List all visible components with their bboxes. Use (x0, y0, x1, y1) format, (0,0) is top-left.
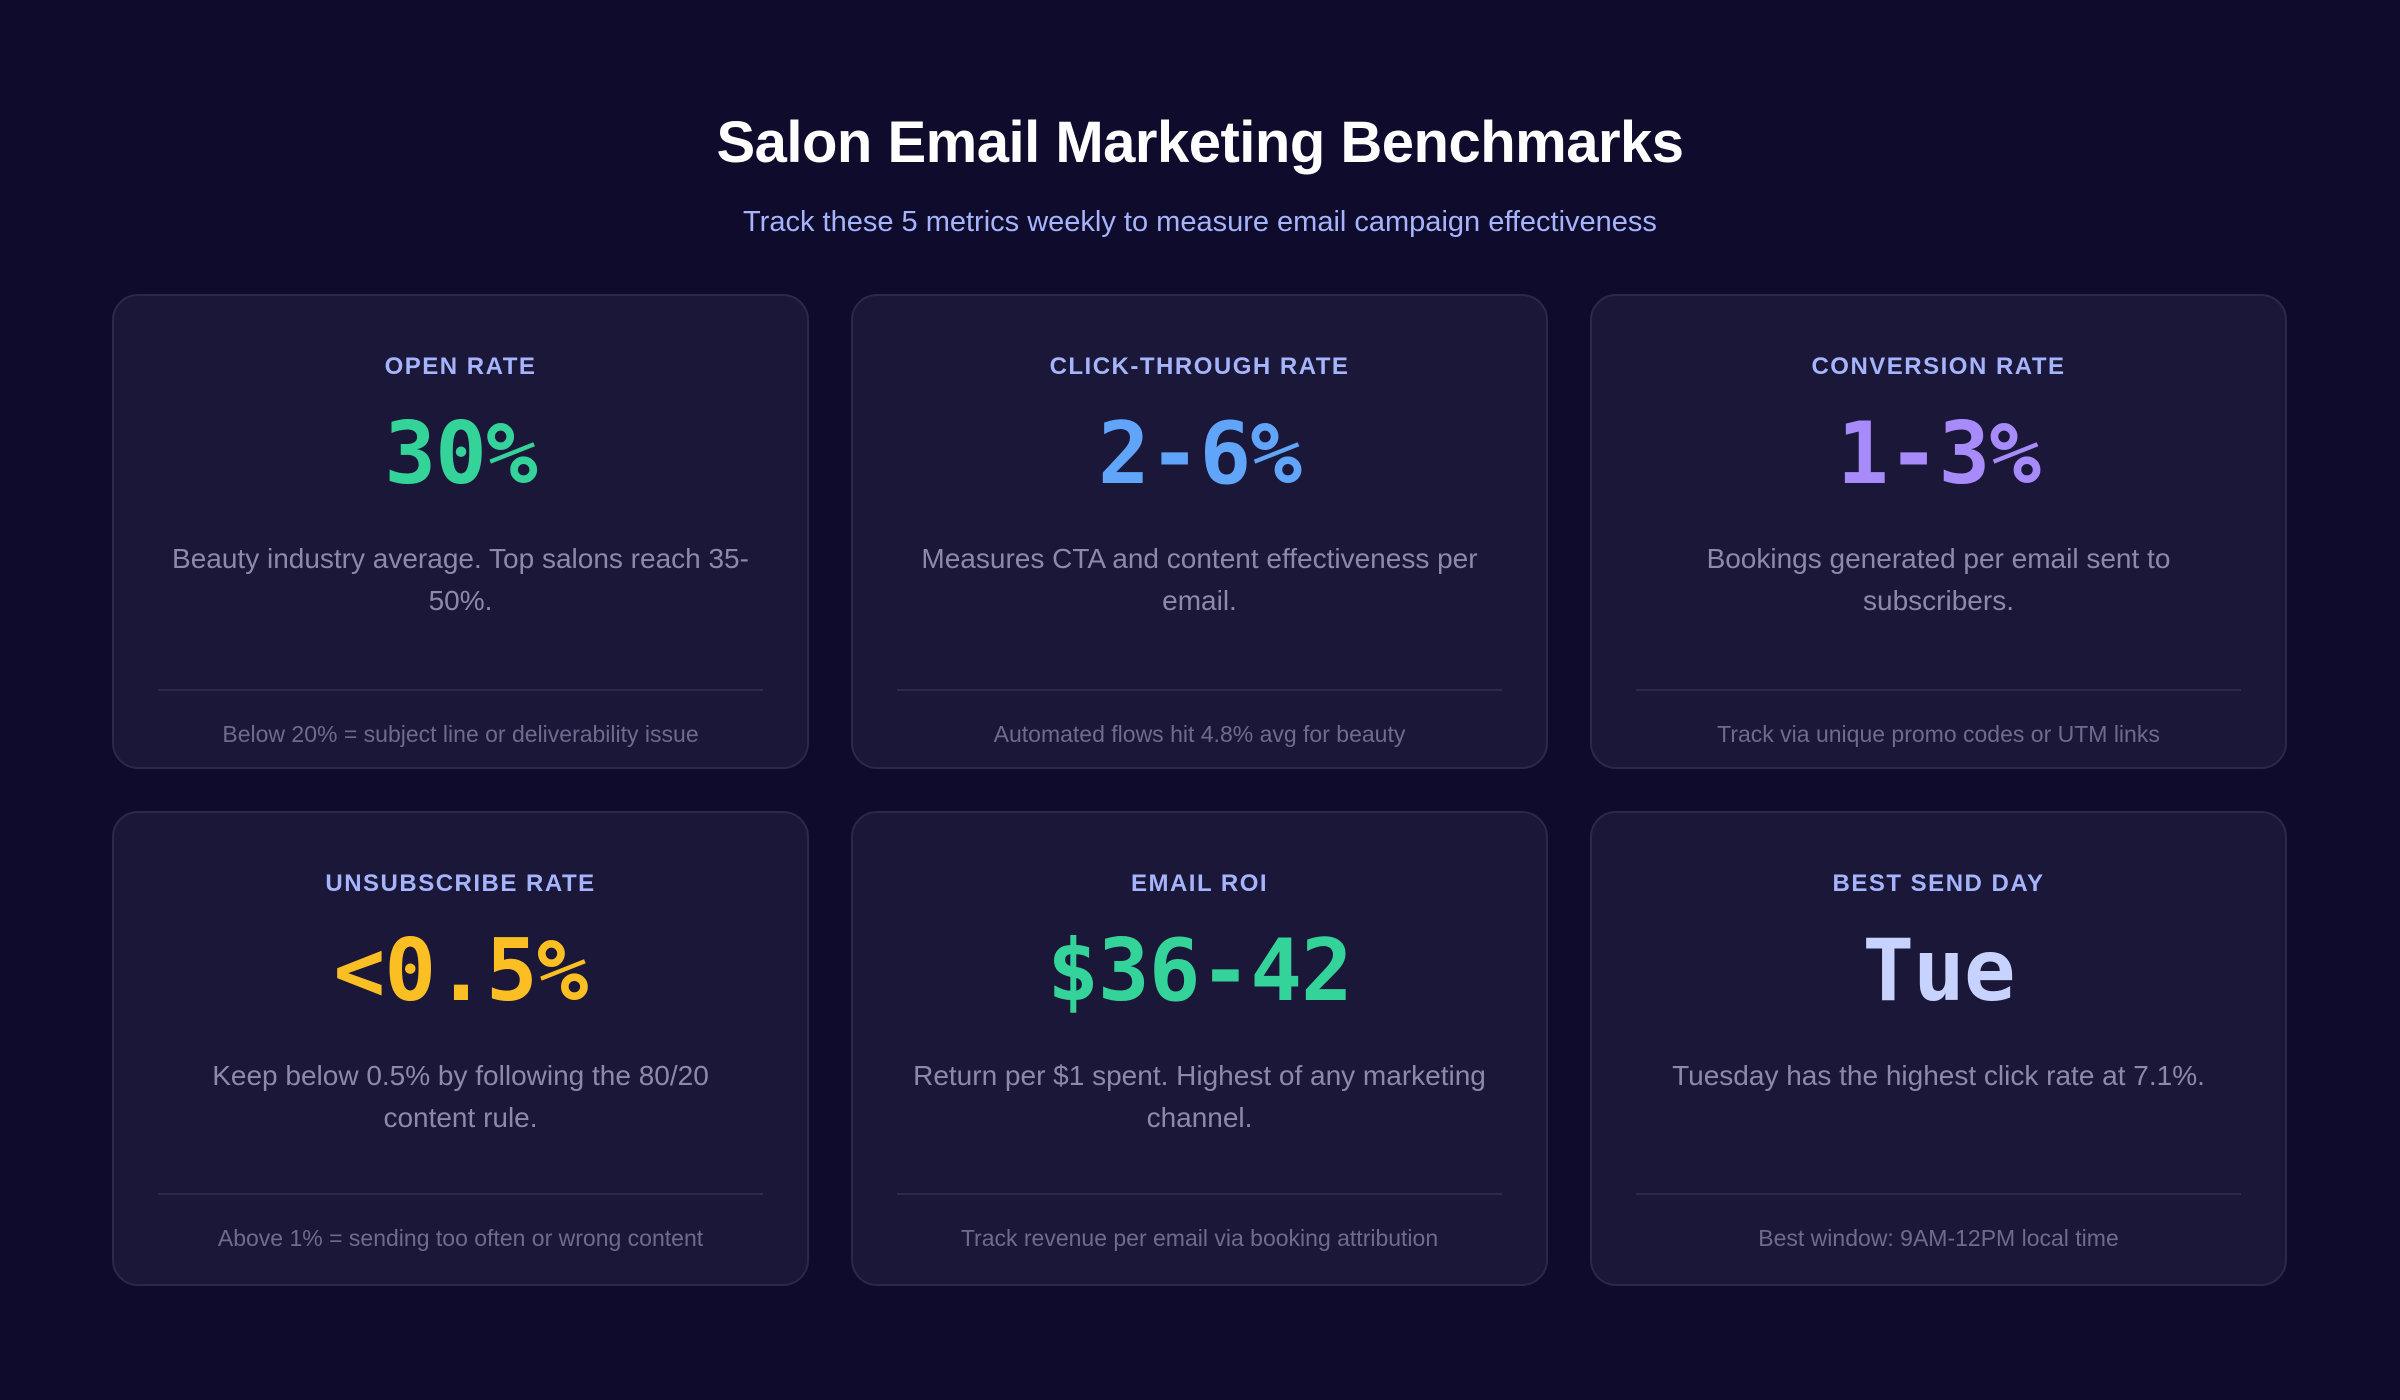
metric-description: Keep below 0.5% by following the 80/20 c… (212, 1060, 709, 1133)
divider (158, 1193, 763, 1195)
metric-card-click-through-rate: CLICK-THROUGH RATE 2-6% Measures CTA and… (851, 294, 1548, 769)
metric-card-open-rate: OPEN RATE 30% Beauty industry average. T… (112, 294, 809, 769)
page-subtitle: Track these 5 metrics weekly to measure … (743, 206, 1657, 238)
metric-footnote: Below 20% = subject line or deliverabili… (222, 721, 699, 747)
metrics-grid: OPEN RATE 30% Beauty industry average. T… (112, 294, 2288, 1286)
metric-footnote: Track via unique promo codes or UTM link… (1717, 721, 2160, 747)
metric-footnote: Above 1% = sending too often or wrong co… (217, 1225, 704, 1251)
metric-label: CLICK-THROUGH RATE (1049, 353, 1350, 380)
metric-value: Tue (1862, 921, 2015, 1021)
metric-card-conversion-rate: CONVERSION RATE 1-3% Bookings generated … (1590, 294, 2287, 769)
metric-value: 1-3% (1836, 404, 2041, 504)
divider (1636, 1193, 2241, 1195)
metric-label: EMAIL ROI (1130, 870, 1269, 897)
metric-card-email-roi: EMAIL ROI $36-42 Return per $1 spent. Hi… (851, 811, 1548, 1286)
metric-description: Beauty industry average. Top salons reac… (172, 543, 749, 616)
metric-footnote: Best window: 9AM-12PM local time (1758, 1225, 2119, 1251)
metric-description: Return per $1 spent. Highest of any mark… (913, 1060, 1486, 1133)
metric-label: UNSUBSCRIBE RATE (325, 870, 596, 897)
divider (158, 689, 763, 691)
metric-card-best-send-day: BEST SEND DAY Tue Tuesday has the highes… (1590, 811, 2287, 1286)
metric-value: <0.5% (333, 921, 589, 1021)
metric-description: Bookings generated per email sent to sub… (1706, 543, 2171, 616)
metric-label: OPEN RATE (384, 353, 537, 380)
metric-value: 2-6% (1097, 404, 1302, 504)
metric-label: BEST SEND DAY (1832, 870, 2045, 897)
metric-description: Tuesday has the highest click rate at 7.… (1672, 1060, 2205, 1091)
divider (897, 689, 1502, 691)
metric-footnote: Automated flows hit 4.8% avg for beauty (993, 721, 1406, 747)
metric-description: Measures CTA and content effectiveness p… (921, 543, 1478, 616)
metric-footnote: Track revenue per email via booking attr… (960, 1225, 1439, 1251)
metric-value: $36-42 (1047, 921, 1353, 1021)
page-title: Salon Email Marketing Benchmarks (716, 110, 1684, 175)
divider (1636, 689, 2241, 691)
divider (897, 1193, 1502, 1195)
metric-card-unsubscribe-rate: UNSUBSCRIBE RATE <0.5% Keep below 0.5% b… (112, 811, 809, 1286)
metric-value: 30% (384, 404, 537, 504)
metric-label: CONVERSION RATE (1811, 353, 2066, 380)
